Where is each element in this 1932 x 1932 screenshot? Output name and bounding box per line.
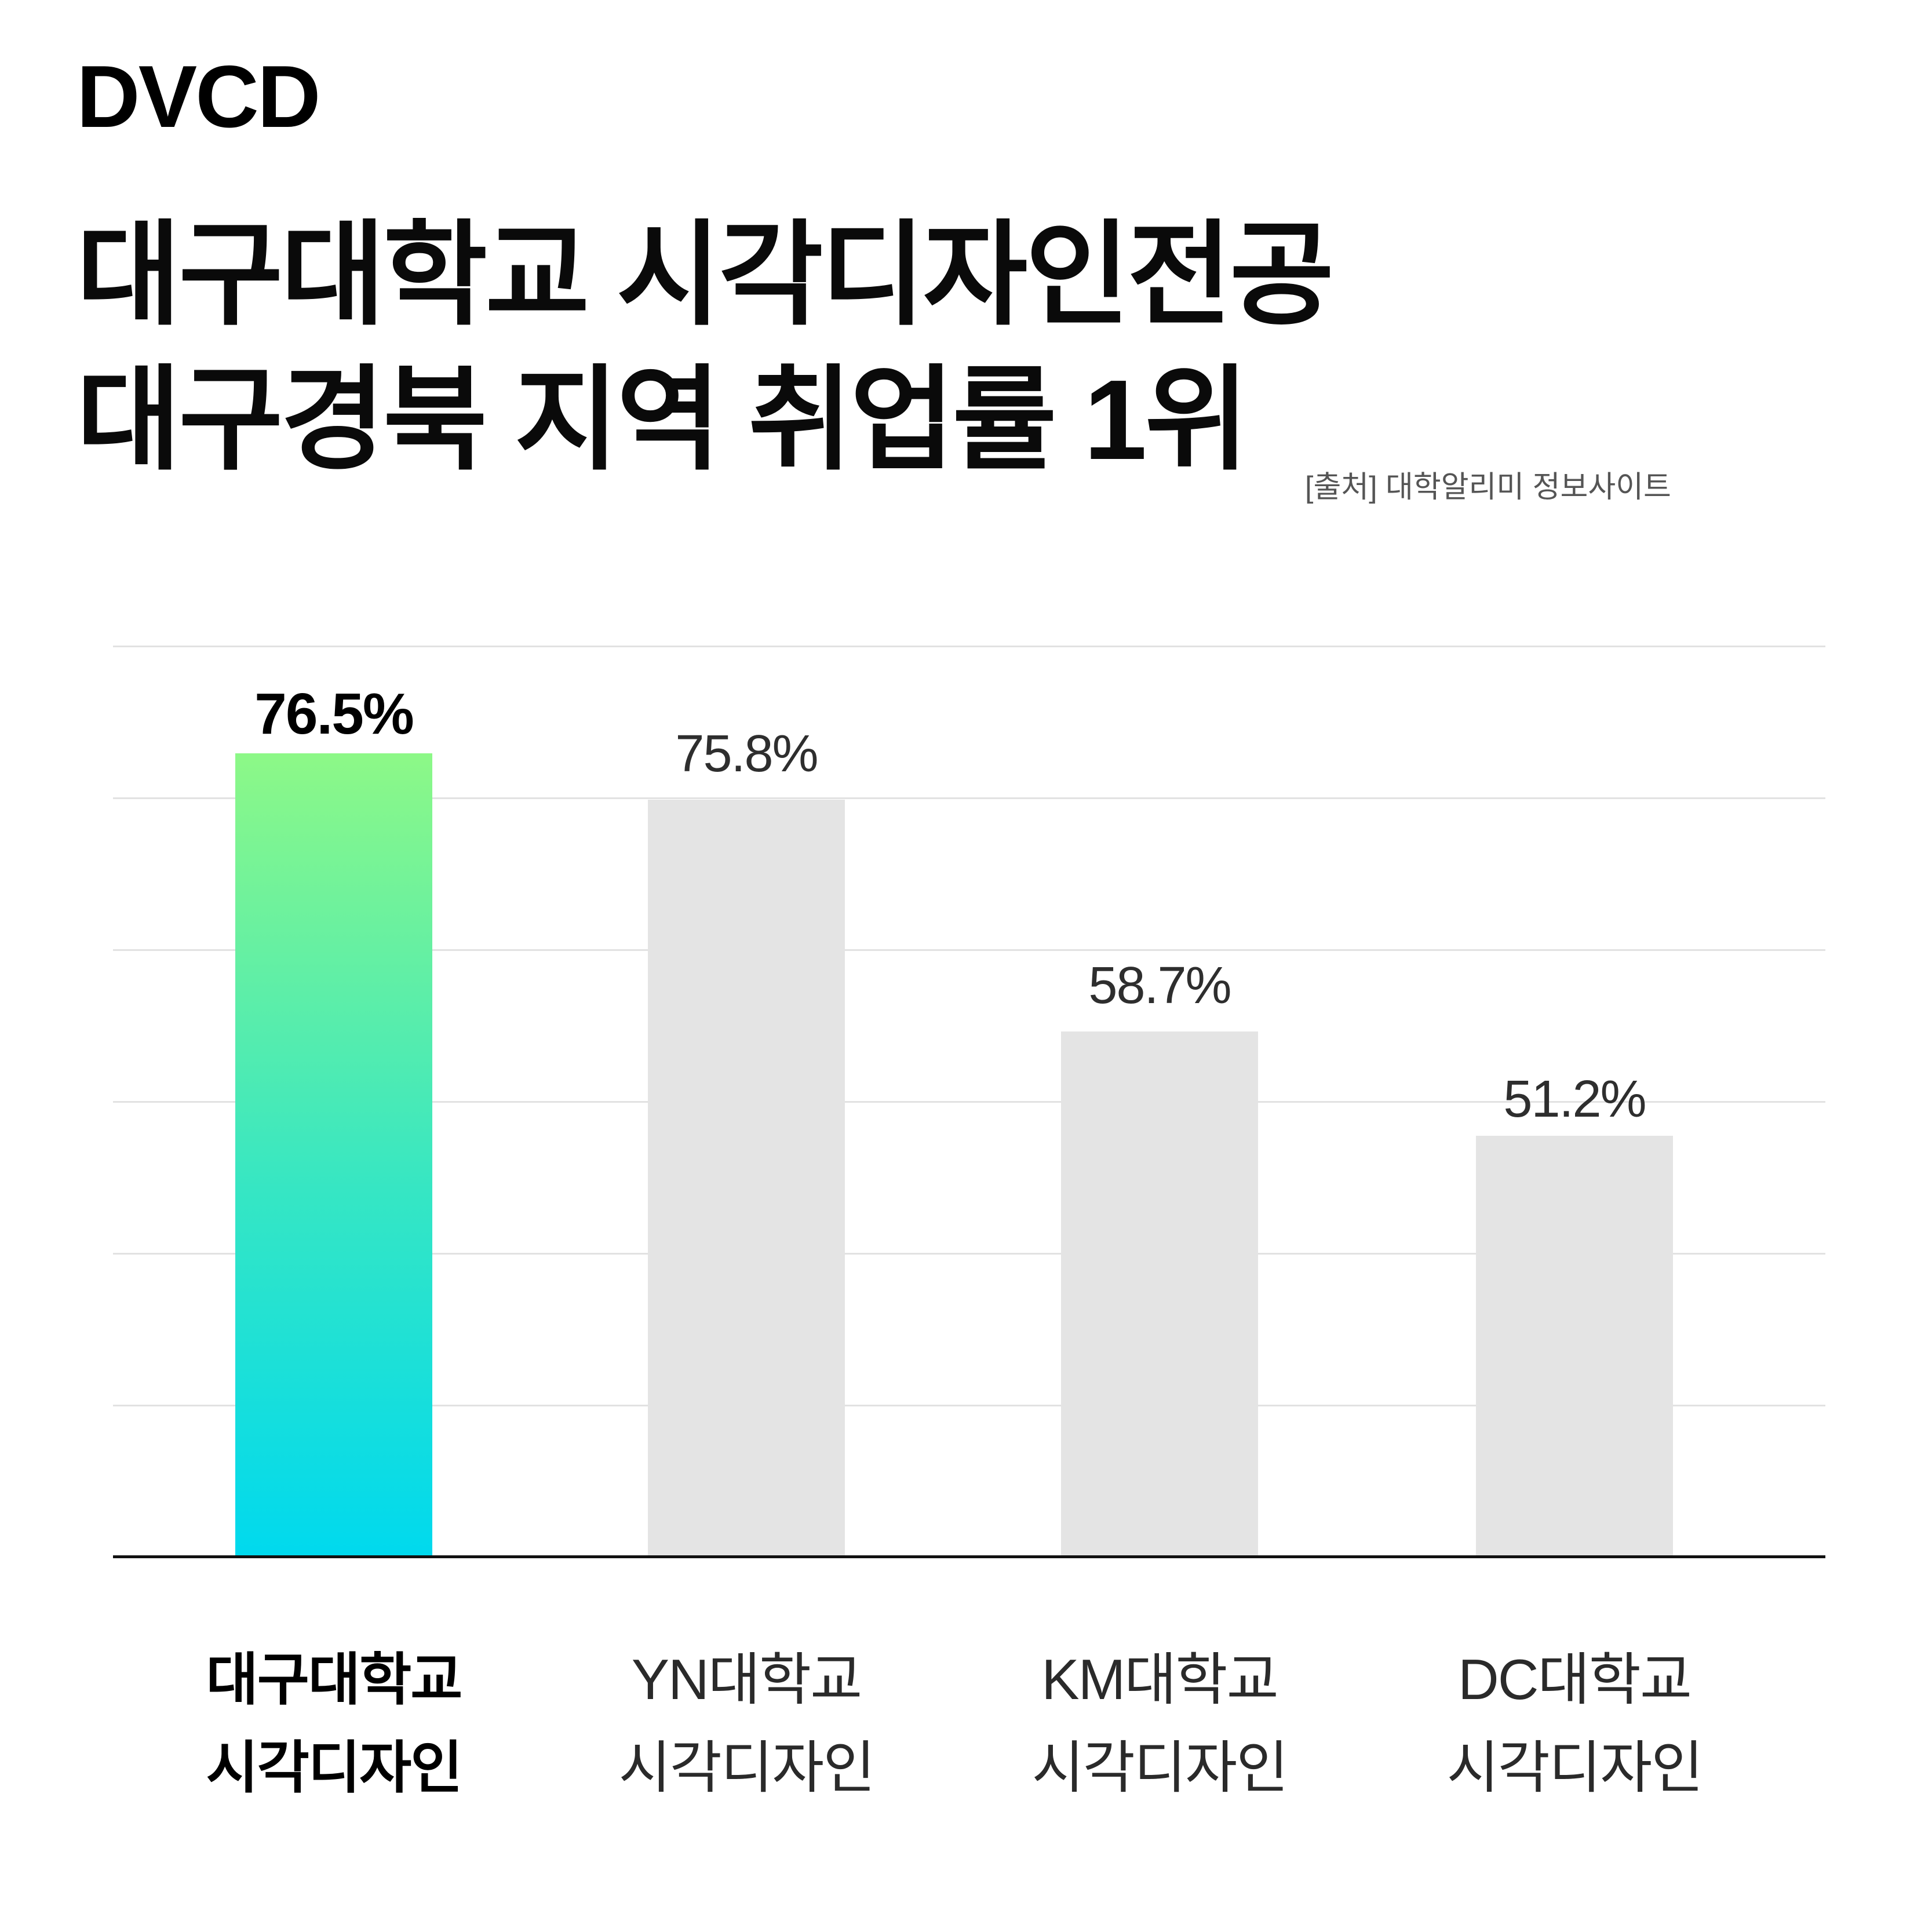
bar-category-label-3-line-0: DC대학교 [1457,1647,1692,1711]
bar-category-label-3-line-1: 시각디자인 [1446,1736,1704,1799]
bar-category-label-1-line-0: YN대학교 [631,1647,863,1711]
bar-3 [1476,1136,1673,1555]
gridline-0 [113,646,1825,647]
bar-2 [1061,1031,1258,1555]
gridline-3 [113,1101,1825,1103]
bar-value-label-1: 75.8% [675,725,818,783]
page-title: 대구대학교 시각디자인전공 대구경북 지역 취업률 1위 [76,203,1334,493]
title-line-2: 대구경북 지역 취업률 1위 [76,356,1249,483]
source-caption: [출처] 대학알리미 정보사이트 [1305,471,1671,504]
x-axis-line [113,1555,1825,1558]
title-line-1: 대구대학교 시각디자인전공 [76,212,1334,338]
gridline-5 [113,1405,1825,1406]
gridline-4 [113,1253,1825,1255]
bar-value-label-2: 58.7% [1088,957,1231,1015]
gridline-2 [113,949,1825,951]
bar-category-label-0-line-1: 시각디자인 [206,1736,463,1799]
bar-1 [648,800,845,1555]
bar-category-label-2-line-1: 시각디자인 [1031,1736,1289,1799]
bar-category-label-0-line-0: 대구대학교 [206,1647,463,1711]
bar-value-label-3: 51.2% [1503,1070,1646,1129]
gridline-1 [113,797,1825,799]
bar-value-label-0: 76.5% [254,681,414,746]
brand-logo: DVCD [76,48,321,146]
bar-0 [235,753,432,1555]
bar-category-label-1-line-1: 시각디자인 [618,1736,876,1799]
bar-category-label-2-line-0: KM대학교 [1041,1647,1278,1711]
